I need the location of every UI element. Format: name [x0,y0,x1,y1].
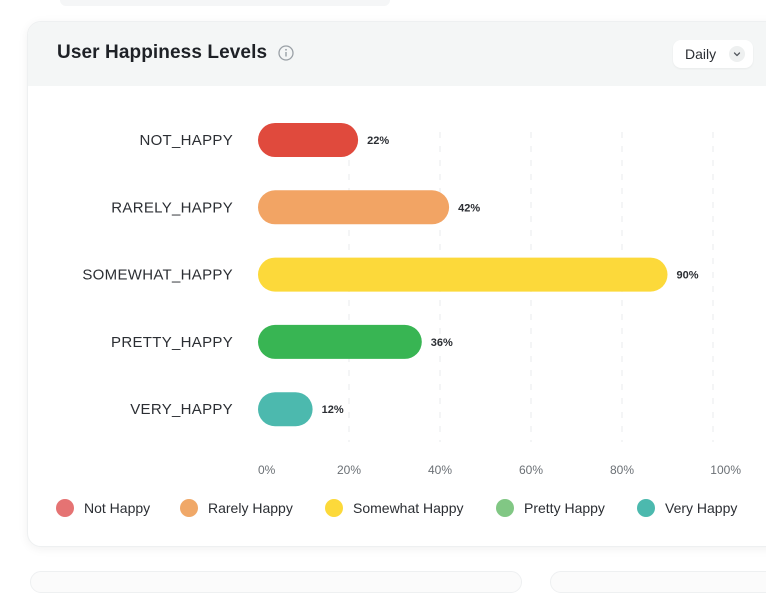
x-tick-label: 100% [710,463,741,477]
category-label: PRETTY_HAPPY [111,334,233,351]
period-dropdown-label: Daily [685,46,717,62]
legend-label: Very Happy [665,500,738,516]
card-header: User Happiness Levels Daily [28,22,766,86]
legend-label: Rarely Happy [208,500,293,516]
next-card-edge-left [30,571,522,593]
bar-very-happy[interactable] [258,392,313,427]
x-tick-label: 20% [337,463,361,477]
legend-label: Somewhat Happy [353,500,464,516]
chevron-down-icon [729,46,745,62]
category-label: SOMEWHAT_HAPPY [82,267,233,284]
x-tick-label: 40% [428,463,452,477]
x-tick-label: 0% [258,463,276,477]
data-label: 90% [677,270,699,282]
x-tick-label: 80% [610,463,634,477]
bar-not-happy[interactable] [258,123,359,157]
info-circle-icon[interactable] [278,45,294,61]
previous-card-edge [60,0,390,6]
card-title: User Happiness Levels [57,42,268,63]
data-label: 36% [431,337,453,349]
bar-rarely-happy[interactable] [258,190,450,225]
category-label: NOT_HAPPY [139,132,233,149]
legend-dot [56,499,74,517]
legend-label: Not Happy [84,500,151,516]
bar-pretty-happy[interactable] [258,324,422,359]
data-label: 12% [322,404,344,416]
x-tick-label: 60% [519,463,543,477]
data-label: 42% [458,202,480,214]
happiness-bar-chart: NOT_HAPPY 22% RARELY_HAPPY 42% SOMEWHAT_HAPP… [82,123,741,477]
category-label: RARELY_HAPPY [111,199,233,216]
period-dropdown[interactable]: Daily [673,40,753,68]
legend-dot [496,499,514,517]
next-card-edge-right [550,571,766,593]
data-label: 22% [367,135,389,147]
legend-dot [325,499,343,517]
legend-label: Pretty Happy [524,500,605,516]
category-label: VERY_HAPPY [130,401,233,418]
legend-dot [180,499,198,517]
happiness-card: User Happiness Levels Daily NOT_HAPPY 22%… [27,21,766,547]
bar-somewhat-happy[interactable] [258,257,668,292]
legend-dot [637,499,655,517]
